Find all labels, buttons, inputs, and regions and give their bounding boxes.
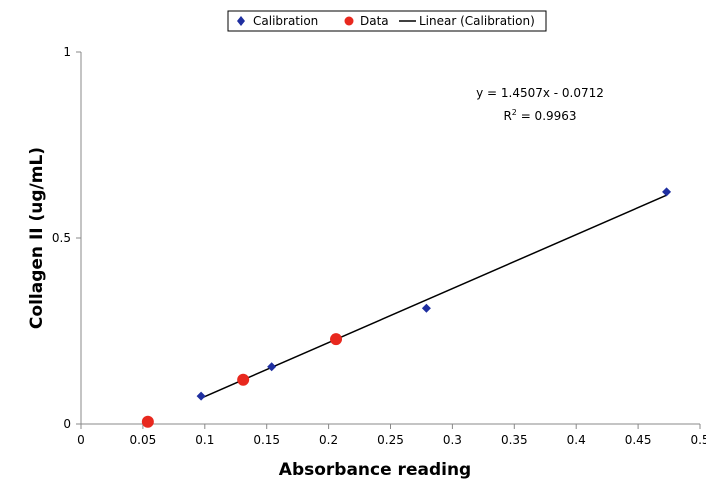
legend-data-marker	[344, 16, 354, 26]
data-marks	[141, 187, 672, 428]
x-tick-label: 0.4	[567, 433, 586, 447]
x-tick-label: 0.1	[195, 433, 214, 447]
r-squared-superscript: 2	[512, 108, 517, 117]
y-ticks: 00.51	[52, 45, 81, 431]
r-squared-prefix: R	[503, 109, 511, 123]
calibration-point	[267, 362, 277, 372]
x-tick-label: 0.2	[319, 433, 338, 447]
trendline-equation: y = 1.4507x - 0.0712	[476, 86, 604, 100]
x-tick-label: 0.35	[501, 433, 528, 447]
y-axis-title: Collagen II (ug/mL)	[27, 147, 47, 329]
data-point	[237, 373, 250, 386]
legend-box	[227, 10, 547, 32]
legend-trendline-label: Linear (Calibration)	[419, 14, 535, 28]
calibration-point	[196, 391, 206, 401]
x-ticks: 0 0.05 0.1 0.15 0.2 0.25 0.3 0.35 0.4 0.45 0.5	[77, 424, 706, 447]
x-tick-label: 0.5	[690, 433, 706, 447]
x-tick-label: 0.25	[377, 433, 404, 447]
r-squared-label: R2 = 0.9963	[503, 108, 576, 123]
calibration-point	[421, 303, 431, 313]
x-tick-label: 0.3	[443, 433, 462, 447]
calibration-point	[662, 187, 672, 197]
x-axis-title: Absorbance reading	[279, 460, 471, 480]
r-squared-value: = 0.9963	[517, 109, 577, 123]
legend: Calibration Data Linear (Calibration)	[227, 10, 547, 32]
legend-calibration-marker	[237, 16, 245, 26]
linear-trendline	[200, 194, 667, 399]
x-tick-label: 0.15	[253, 433, 280, 447]
legend-data-label: Data	[360, 14, 389, 28]
y-tick-label: 0.5	[52, 231, 71, 245]
y-tick-label: 1	[63, 45, 71, 59]
data-point	[141, 415, 154, 428]
y-tick-label: 0	[63, 417, 71, 431]
data-point	[330, 333, 343, 346]
legend-calibration-label: Calibration	[253, 14, 318, 28]
x-tick-label: 0.05	[130, 433, 157, 447]
x-tick-label: 0	[77, 433, 85, 447]
x-tick-label: 0.45	[625, 433, 652, 447]
